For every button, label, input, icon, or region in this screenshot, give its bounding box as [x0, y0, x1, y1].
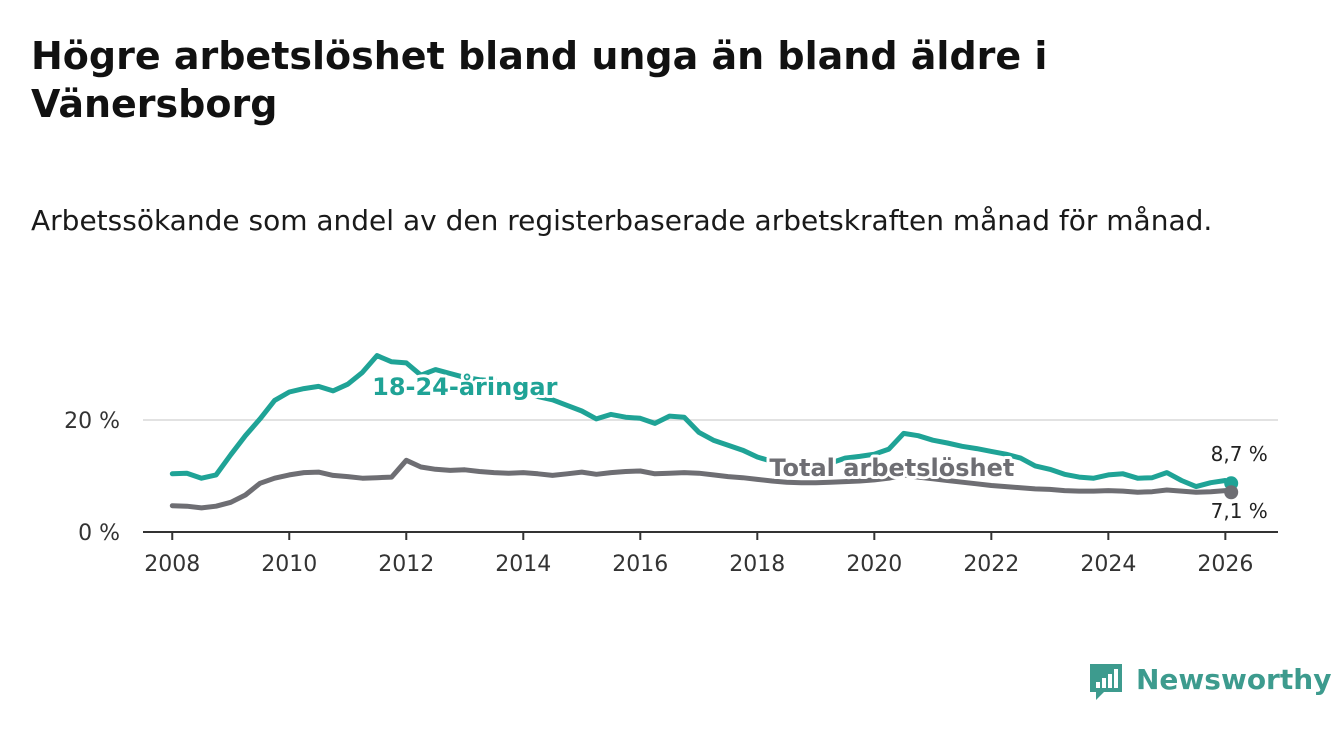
series-name-label: Total arbetslöshet — [769, 454, 1014, 482]
chart-title: Högre arbetslöshet bland unga än bland ä… — [31, 34, 1048, 126]
series-line-total — [169, 457, 1234, 511]
labels: 8,7 % 7,1 % 18-24-åringar Total arbetslöshe… — [369, 369, 1268, 523]
y-tick-label: 0 % — [78, 521, 120, 546]
x-tick-label: 2014 — [495, 552, 551, 577]
x-tick-label: 2026 — [1197, 552, 1253, 577]
series-end-label: 7,1 % — [1211, 499, 1268, 523]
newsworthy-logo-icon — [1090, 664, 1122, 700]
axes: 0 % 20 % 2008 2010 2012 2014 2016 2018 2020 2022 2… — [64, 409, 1278, 577]
line-chart: 0 % 20 % 2008 2010 2012 2014 2016 2018 2020 2022 2… — [64, 353, 1278, 577]
x-tick-label: 2024 — [1080, 552, 1136, 577]
chart-subtitle: Arbetssökande som andel av den registerb… — [31, 204, 1213, 237]
series-line-youth — [169, 353, 1234, 490]
series-name-label: 18-24-åringar — [372, 372, 557, 401]
series-lines — [169, 353, 1239, 511]
brand-name: Newsworthy — [1136, 663, 1332, 696]
brand-logo: Newsworthy — [1088, 660, 1331, 704]
series-end-marker — [1224, 485, 1239, 500]
x-tick-label: 2020 — [846, 552, 902, 577]
x-tick-label: 2016 — [612, 552, 668, 577]
x-tick-label: 2022 — [963, 552, 1019, 577]
x-tick-label: 2012 — [378, 552, 434, 577]
x-tick-label: 2008 — [144, 552, 200, 577]
y-tick-label: 20 % — [64, 409, 120, 434]
x-tick-label: 2010 — [261, 552, 317, 577]
series-end-label: 8,7 % — [1211, 442, 1268, 466]
x-tick-label: 2018 — [729, 552, 785, 577]
